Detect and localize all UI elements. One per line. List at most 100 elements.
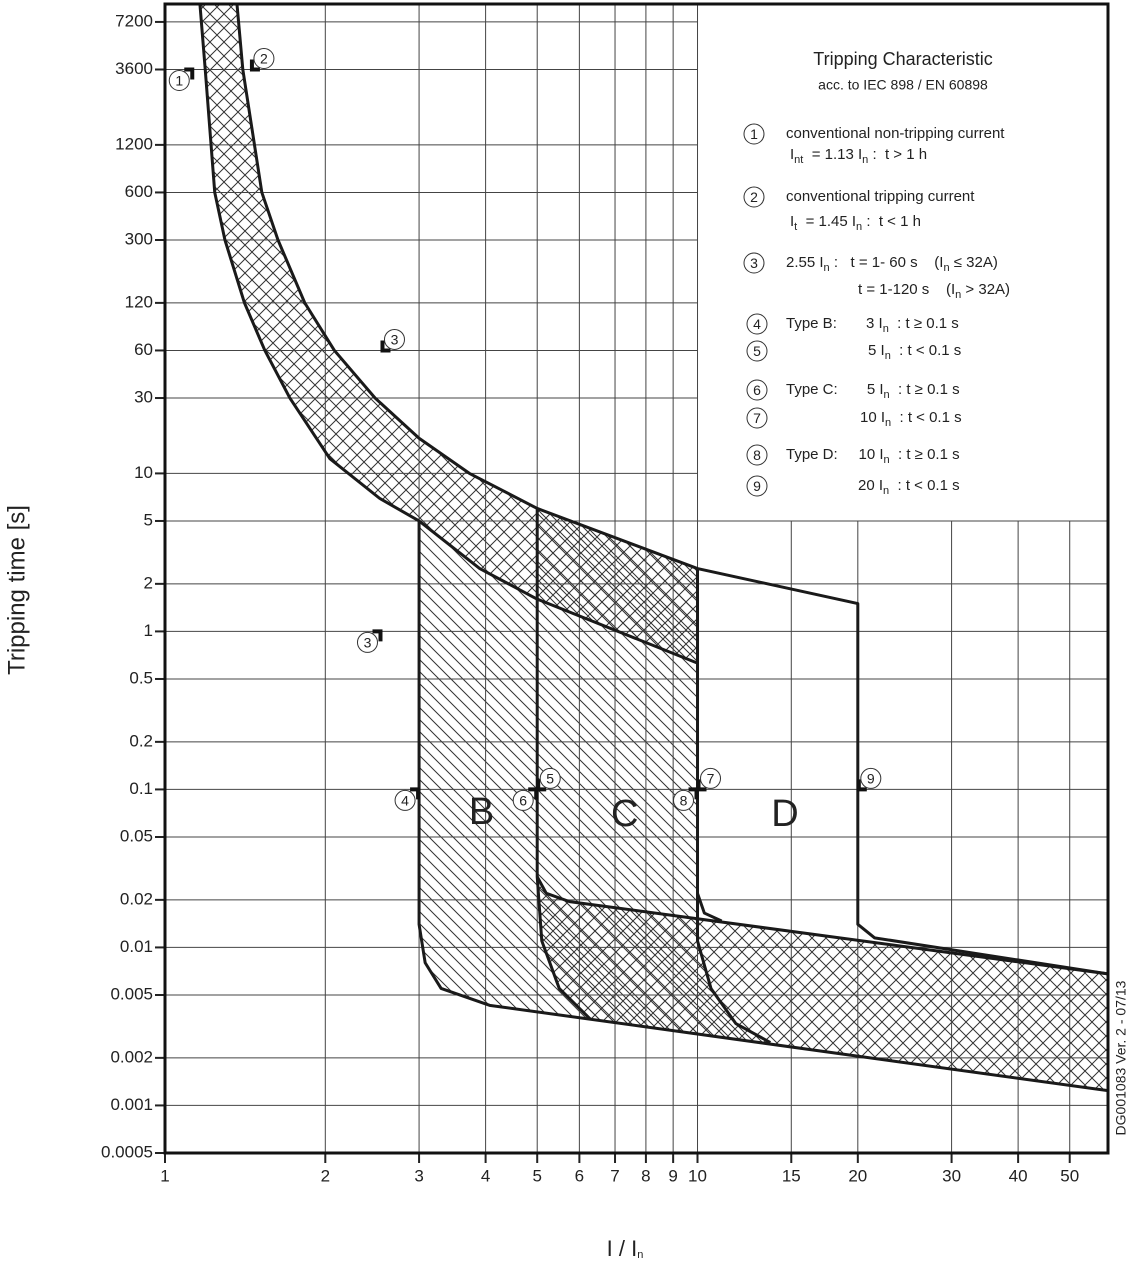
y-tick-label: 30 bbox=[134, 388, 153, 407]
x-tick-label: 20 bbox=[848, 1166, 867, 1185]
y-tick-label: 300 bbox=[125, 229, 153, 248]
fills bbox=[199, 4, 1108, 1091]
legend-text: 10 In : t < 0.1 s bbox=[860, 409, 962, 429]
x-tick-label: 6 bbox=[575, 1166, 584, 1185]
legend-number: 1 bbox=[750, 126, 758, 142]
annotation-flag bbox=[380, 340, 391, 353]
legend-circle bbox=[743, 123, 765, 145]
x-tick-label: 30 bbox=[942, 1166, 961, 1185]
plot-frame bbox=[163, 2, 1110, 1155]
y-tick-label: 7200 bbox=[115, 11, 153, 30]
annotation-label: 6 bbox=[519, 792, 527, 808]
region-label: B bbox=[469, 791, 494, 833]
curve bbox=[696, 892, 723, 923]
curve bbox=[198, 4, 699, 665]
legend-text-part: n bbox=[824, 262, 830, 274]
legend-text-part: : t < 0.1 s bbox=[889, 477, 959, 494]
legend-text-part: > 32A) bbox=[961, 281, 1010, 298]
y-tick-label: 0.001 bbox=[110, 1095, 153, 1114]
x-tick-label: 9 bbox=[668, 1166, 677, 1185]
annotation-label: 3 bbox=[364, 634, 372, 650]
legend-text-part: : t > 1 h bbox=[868, 146, 927, 163]
legend-text-part: 2.55 I bbox=[786, 254, 824, 271]
grid bbox=[164, 4, 1108, 1154]
legend-text-part: I bbox=[790, 146, 794, 163]
annotation-circle bbox=[253, 47, 275, 69]
legend: Tripping Characteristic acc. to IEC 898 /… bbox=[743, 49, 1010, 497]
legend-circle bbox=[746, 407, 768, 429]
y-tick-label: 60 bbox=[134, 340, 153, 359]
annotation-flag bbox=[410, 787, 421, 800]
annotation-circle bbox=[168, 69, 190, 91]
y-tick-label: 0.5 bbox=[129, 668, 153, 687]
hatch-area bbox=[419, 520, 591, 1020]
legend-text-part: : t < 0.1 s bbox=[891, 342, 961, 359]
legend-number: 7 bbox=[753, 410, 761, 426]
annotation-flag bbox=[696, 779, 707, 792]
legend-circle bbox=[746, 444, 768, 466]
legend-text-part: = 1.45 I bbox=[797, 213, 856, 230]
legend-text: conventional tripping current bbox=[786, 188, 975, 205]
legend-text-part: n bbox=[883, 485, 889, 497]
x-tick-label: 7 bbox=[610, 1166, 619, 1185]
legend-text-part: t bbox=[794, 221, 797, 233]
legend-text-part: nt bbox=[794, 154, 803, 166]
y-tick-label: 0.02 bbox=[120, 889, 153, 908]
x-tick-label: 5 bbox=[532, 1166, 541, 1185]
x-tick-label: 50 bbox=[1060, 1166, 1079, 1185]
legend-text: 5 In : t < 0.1 s bbox=[868, 342, 961, 362]
region-label: C bbox=[611, 793, 638, 835]
y-tick-label: 3600 bbox=[115, 59, 153, 78]
legend-text: It = 1.45 In : t < 1 h bbox=[790, 213, 921, 233]
annotation-label: 1 bbox=[175, 72, 183, 88]
y-tick-label: 120 bbox=[125, 292, 153, 311]
legend-text-part: t = 1-120 s (I bbox=[858, 281, 955, 298]
y-tick-label: 0.1 bbox=[129, 779, 153, 798]
legend-text-part: Type B: 3 I bbox=[786, 315, 883, 332]
x-tick-label: 40 bbox=[1009, 1166, 1028, 1185]
x-tick-label: 2 bbox=[321, 1166, 330, 1185]
legend-number: 3 bbox=[750, 255, 758, 271]
x-tick-label: 3 bbox=[414, 1166, 423, 1185]
y-tick-label: 600 bbox=[125, 182, 153, 201]
legend-text-part: n bbox=[862, 154, 868, 166]
legend-text-part: = 1.13 I bbox=[803, 146, 862, 163]
hatch-area bbox=[537, 876, 1108, 1091]
legend-text-part: Type D: 10 I bbox=[786, 446, 884, 463]
annotation-circle bbox=[356, 631, 378, 653]
legend-title: Tripping Characteristic bbox=[813, 49, 992, 69]
legend-text: conventional non-tripping current bbox=[786, 125, 1005, 142]
annotation-circle bbox=[394, 789, 416, 811]
region-label: D bbox=[771, 793, 798, 835]
y-tick-label: 0.005 bbox=[110, 984, 153, 1003]
legend-text-part: n bbox=[943, 262, 949, 274]
annotation-flag bbox=[688, 787, 699, 800]
legend-text-part: : t ≥ 0.1 s bbox=[890, 381, 960, 398]
legend-text-part: Type C: 5 I bbox=[786, 381, 884, 398]
y-tick-label: 0.0005 bbox=[101, 1142, 153, 1161]
legend-text-part: n bbox=[884, 454, 890, 466]
legend-text-part: 5 I bbox=[868, 342, 885, 359]
legend-circle bbox=[746, 313, 768, 335]
legend-text: 20 In : t < 0.1 s bbox=[858, 477, 960, 497]
y-tick-label: 0.01 bbox=[120, 937, 153, 956]
y-tick-label: 0.05 bbox=[120, 826, 153, 845]
x-tick-label: 10 bbox=[688, 1166, 707, 1185]
legend-text: Type B: 3 In : t ≥ 0.1 s bbox=[786, 315, 959, 335]
x-tick-label: 1 bbox=[160, 1166, 169, 1185]
legend-number: 5 bbox=[753, 343, 761, 359]
legend-text-part: n bbox=[885, 350, 891, 362]
annotation-label: 8 bbox=[680, 792, 688, 808]
legend-text: 2.55 In : t = 1- 60 s (In ≤ 32A) bbox=[786, 254, 998, 274]
legend-circle bbox=[746, 379, 768, 401]
y-tick-label: 0.2 bbox=[129, 731, 153, 750]
legend-text-part: n bbox=[885, 417, 891, 429]
annotation-flag bbox=[528, 787, 539, 800]
annotation-circle bbox=[673, 789, 695, 811]
y-axis-title: Tripping time [s] bbox=[3, 505, 30, 675]
legend-text-part: n bbox=[883, 323, 889, 335]
y-tick-label: 5 bbox=[144, 510, 153, 529]
annotation-label: 2 bbox=[260, 50, 268, 66]
legend-text-part: I bbox=[790, 213, 794, 230]
